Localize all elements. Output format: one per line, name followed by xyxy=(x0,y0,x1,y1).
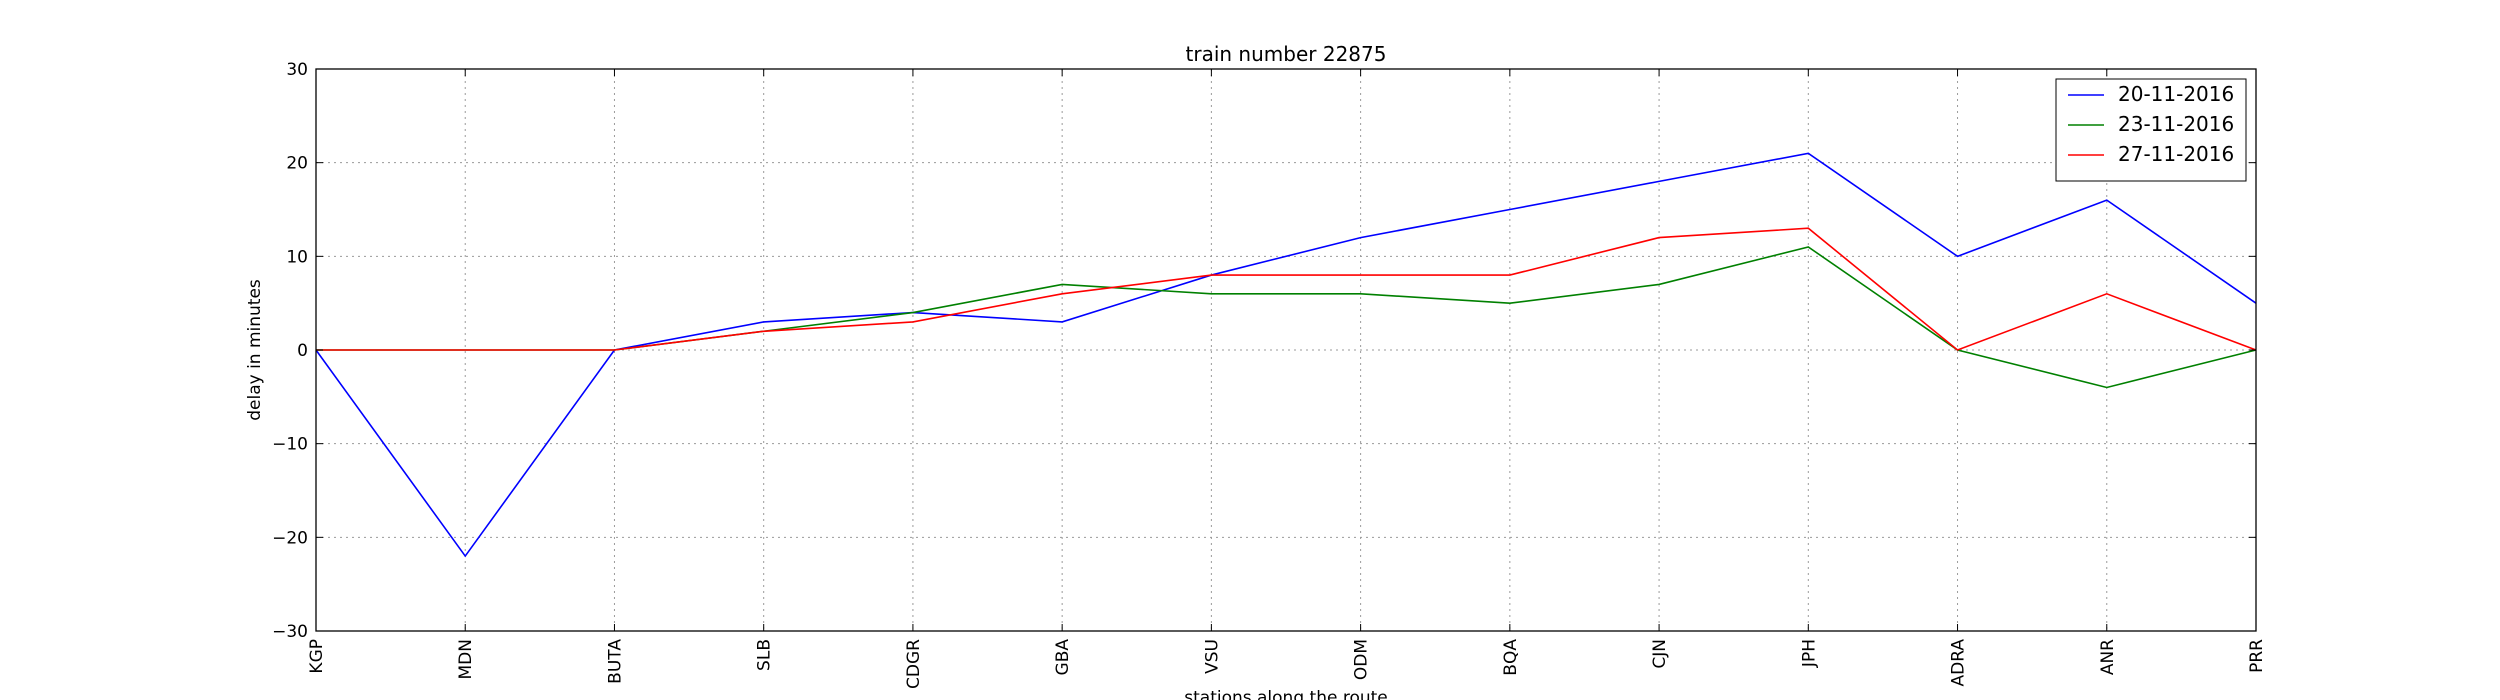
x-tick-label: KGP xyxy=(307,639,327,674)
x-tick-label: BQA xyxy=(1501,639,1521,676)
y-tick-label: −20 xyxy=(272,528,308,548)
y-tick-labels: −30 −20 −10 0 10 20 30 xyxy=(272,60,308,642)
y-tick-label: 10 xyxy=(286,247,308,267)
x-tick-label: ODM xyxy=(1352,639,1372,680)
y-tick-label: 0 xyxy=(297,341,308,361)
chart-title: train number 22875 xyxy=(1186,42,1387,66)
axis-ticks xyxy=(315,68,2257,632)
legend-label: 27-11-2016 xyxy=(2118,142,2234,166)
legend: 20-11-2016 23-11-2016 27-11-2016 xyxy=(2055,78,2247,182)
y-tick-label: −30 xyxy=(272,622,308,642)
x-tick-label: GBA xyxy=(1053,639,1073,676)
x-tick-label: VSU xyxy=(1202,639,1222,674)
x-tick-label: ANR xyxy=(2098,639,2118,675)
grid-lines xyxy=(316,69,2256,631)
x-tick-label: CJN xyxy=(1650,639,1670,669)
x-tick-labels: KGP MDN BUTA SLB CDGR GBA VSU ODM BQA CJN JPH ADRA A… xyxy=(307,639,2267,689)
x-tick-label: ADRA xyxy=(1949,639,1969,687)
x-tick-label: SLB xyxy=(755,639,775,671)
legend-label: 20-11-2016 xyxy=(2118,82,2234,106)
y-tick-label: −10 xyxy=(272,435,308,455)
y-axis-label: delay in minutes xyxy=(245,279,265,421)
series-line-2 xyxy=(316,227,2257,351)
x-tick-label: BUTA xyxy=(605,639,625,684)
x-tick-label: CDGR xyxy=(904,639,924,689)
x-tick-label: PRR xyxy=(2247,639,2267,673)
x-tick-label: JPH xyxy=(1799,639,1819,668)
x-tick-label: MDN xyxy=(456,639,476,679)
series-line-0 xyxy=(315,152,2257,558)
legend-label: 23-11-2016 xyxy=(2118,112,2234,136)
y-tick-label: 30 xyxy=(286,60,308,80)
series-lines xyxy=(315,152,2257,558)
legend-box xyxy=(2055,78,2247,182)
x-axis-label: stations along the route xyxy=(1184,688,1388,700)
y-tick-label: 20 xyxy=(286,154,308,174)
